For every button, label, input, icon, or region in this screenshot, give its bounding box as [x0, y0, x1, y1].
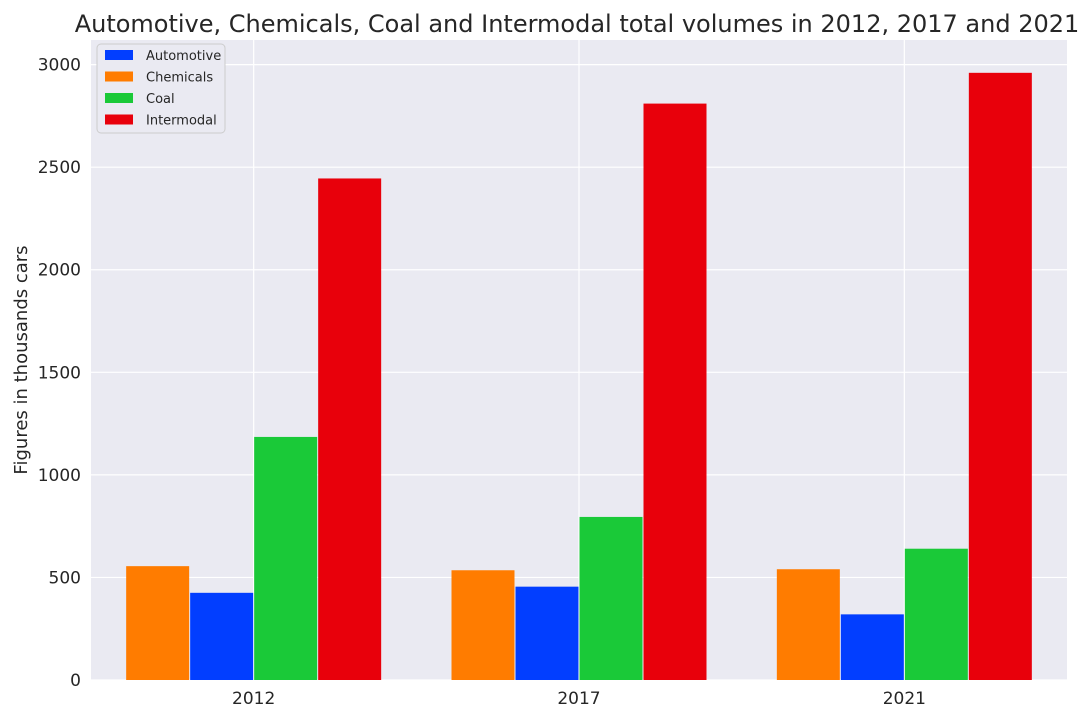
legend-label-chemicals: Chemicals: [146, 71, 213, 86]
bar-automotive-2021: [840, 614, 904, 680]
bar-chemicals-2021: [776, 569, 840, 680]
bar-coal-2012: [254, 436, 318, 680]
y-tick-label: 0: [70, 671, 81, 691]
bar-chemicals-2017: [451, 570, 515, 680]
x-tick-label: 2012: [232, 689, 275, 709]
y-tick-label: 2500: [38, 158, 81, 178]
legend-swatch-intermodal: [105, 114, 133, 125]
legend-label-automotive: Automotive: [146, 49, 221, 64]
legend-swatch-chemicals: [105, 71, 133, 82]
y-tick-label: 3000: [38, 56, 81, 76]
legend-label-intermodal: Intermodal: [146, 114, 217, 129]
bar-automotive-2017: [515, 586, 579, 680]
grid-lines: [91, 40, 1067, 681]
y-tick-label: 1500: [38, 363, 81, 383]
chart-title: Automotive, Chemicals, Coal and Intermod…: [75, 10, 1080, 38]
bar-intermodal-2021: [968, 72, 1032, 681]
y-tick-label: 500: [49, 568, 81, 588]
bars: [126, 72, 1032, 681]
x-tick-label: 2017: [557, 689, 600, 709]
bar-coal-2021: [904, 548, 968, 680]
bar-chemicals-2012: [126, 566, 190, 680]
legend-box: [96, 43, 226, 134]
y-axis-label: Figures in thousands cars: [11, 245, 32, 474]
y-tick-label: 2000: [38, 261, 81, 281]
bar-coal-2017: [579, 516, 643, 680]
legend: Automotive Chemicals Coal Intermodal: [96, 43, 226, 134]
legend-swatch-coal: [105, 93, 133, 103]
bar-automotive-2012: [190, 592, 254, 680]
legend-label-coal: Coal: [146, 92, 175, 107]
legend-swatch-automotive: [105, 50, 133, 60]
y-tick-labels: 0 500 1000 1500 2000 2500 3000: [38, 56, 81, 691]
x-tick-label: 2021: [883, 689, 926, 709]
y-tick-label: 1000: [38, 466, 81, 486]
bar-intermodal-2017: [643, 103, 707, 681]
bar-intermodal-2012: [318, 178, 382, 680]
x-tick-labels: 2012 2017 2021: [232, 689, 926, 709]
